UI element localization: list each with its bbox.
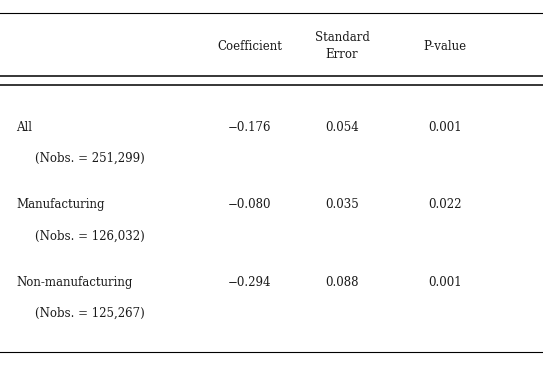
Text: (Nobs. = 126,032): (Nobs. = 126,032) — [35, 230, 145, 243]
Text: 0.088: 0.088 — [325, 276, 359, 289]
Text: −0.080: −0.080 — [228, 198, 272, 211]
Text: −0.176: −0.176 — [228, 121, 272, 134]
Text: −0.294: −0.294 — [228, 276, 272, 289]
Text: Standard
Error: Standard Error — [314, 31, 370, 61]
Text: 0.035: 0.035 — [325, 198, 359, 211]
Text: Manufacturing: Manufacturing — [16, 198, 105, 211]
Text: P-value: P-value — [424, 39, 467, 53]
Text: 0.022: 0.022 — [428, 198, 462, 211]
Text: Coefficient: Coefficient — [217, 39, 282, 53]
Text: 0.054: 0.054 — [325, 121, 359, 134]
Text: 0.001: 0.001 — [428, 121, 462, 134]
Text: (Nobs. = 125,267): (Nobs. = 125,267) — [35, 307, 145, 320]
Text: All: All — [16, 121, 32, 134]
Text: 0.001: 0.001 — [428, 276, 462, 289]
Text: Non-manufacturing: Non-manufacturing — [16, 276, 132, 289]
Text: (Nobs. = 251,299): (Nobs. = 251,299) — [35, 152, 145, 165]
